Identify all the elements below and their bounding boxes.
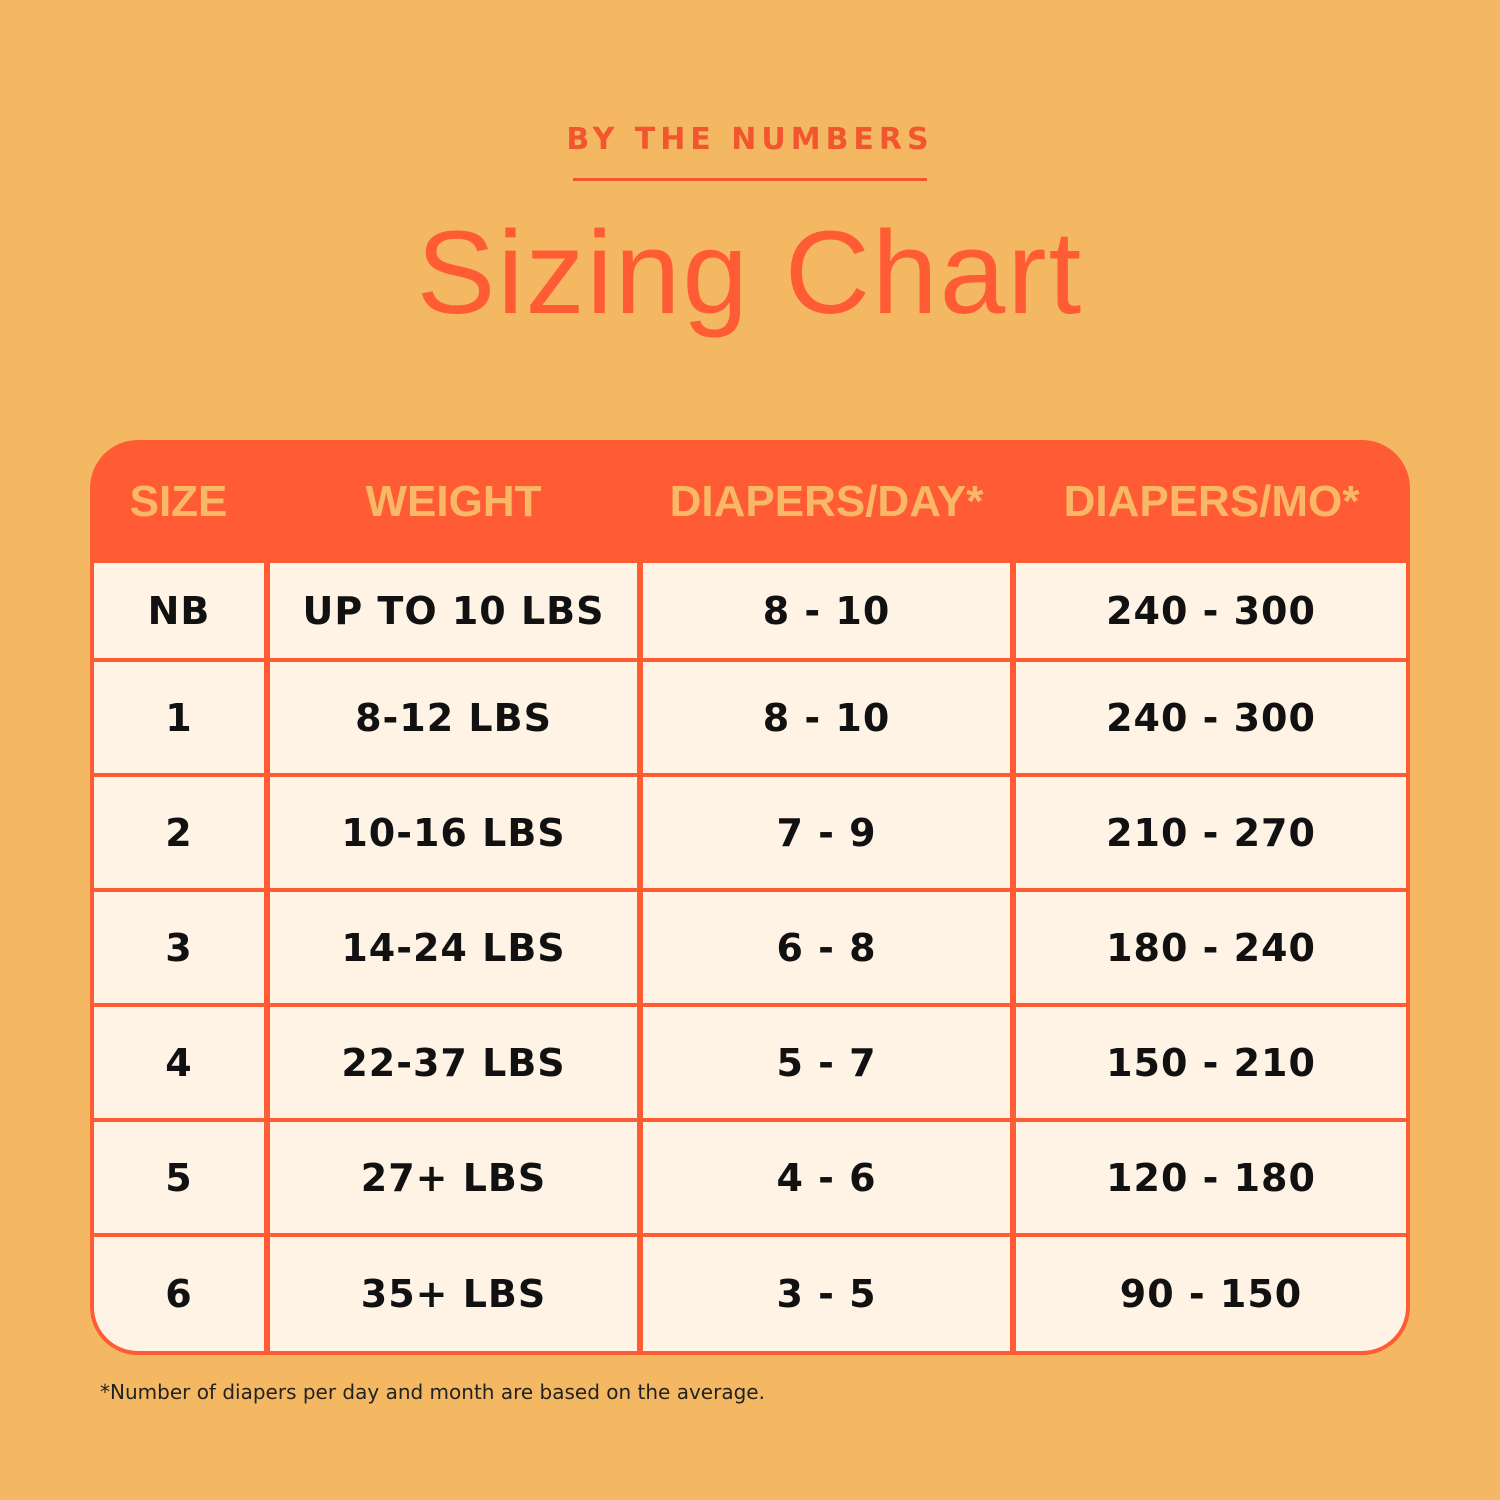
cell-diapers-per-month: 210 - 270: [1016, 777, 1406, 888]
header-diapers-per-day: DIAPERS/DAY*: [669, 476, 984, 526]
header-size: SIZE: [129, 476, 228, 526]
cell-weight: 22-37 LBS: [270, 1007, 637, 1118]
cell-size: 3: [94, 892, 264, 1003]
cell-weight: 10-16 LBS: [270, 777, 637, 888]
cell-weight: 27+ LBS: [270, 1122, 637, 1233]
cell-diapers-per-month: 180 - 240: [1016, 892, 1406, 1003]
cell-weight: UP TO 10 LBS: [270, 563, 637, 658]
eyebrow-underline: [573, 178, 927, 181]
cell-weight: 14-24 LBS: [270, 892, 637, 1003]
page-title: Sizing Chart: [416, 207, 1084, 339]
cell-diapers-per-day: 6 - 8: [643, 892, 1010, 1003]
sizing-table: SIZE WEIGHT DIAPERS/DAY* DIAPERS/MO* NB UP TO…: [90, 440, 1410, 1355]
eyebrow-text: BY THE NUMBERS: [566, 122, 934, 157]
cell-diapers-per-day: 7 - 9: [643, 777, 1010, 888]
cell-size: 1: [94, 662, 264, 773]
header-weight: WEIGHT: [365, 476, 542, 526]
cell-diapers-per-day: 8 - 10: [643, 563, 1010, 658]
footnote: *Number of diapers per day and month are…: [100, 1380, 765, 1404]
cell-size: 2: [94, 777, 264, 888]
cell-diapers-per-day: 5 - 7: [643, 1007, 1010, 1118]
cell-diapers-per-month: 150 - 210: [1016, 1007, 1406, 1118]
cell-size: 6: [94, 1237, 264, 1351]
cell-size: NB: [94, 563, 264, 658]
cell-diapers-per-month: 120 - 180: [1016, 1122, 1406, 1233]
cell-diapers-per-day: 8 - 10: [643, 662, 1010, 773]
cell-diapers-per-month: 240 - 300: [1016, 662, 1406, 773]
cell-diapers-per-month: 240 - 300: [1016, 563, 1406, 658]
header-diapers-per-month: DIAPERS/MO*: [1063, 476, 1360, 526]
cell-size: 4: [94, 1007, 264, 1118]
cell-diapers-per-month: 90 - 150: [1016, 1237, 1406, 1351]
cell-size: 5: [94, 1122, 264, 1233]
cell-weight: 8-12 LBS: [270, 662, 637, 773]
cell-diapers-per-day: 3 - 5: [643, 1237, 1010, 1351]
cell-diapers-per-day: 4 - 6: [643, 1122, 1010, 1233]
cell-weight: 35+ LBS: [270, 1237, 637, 1351]
